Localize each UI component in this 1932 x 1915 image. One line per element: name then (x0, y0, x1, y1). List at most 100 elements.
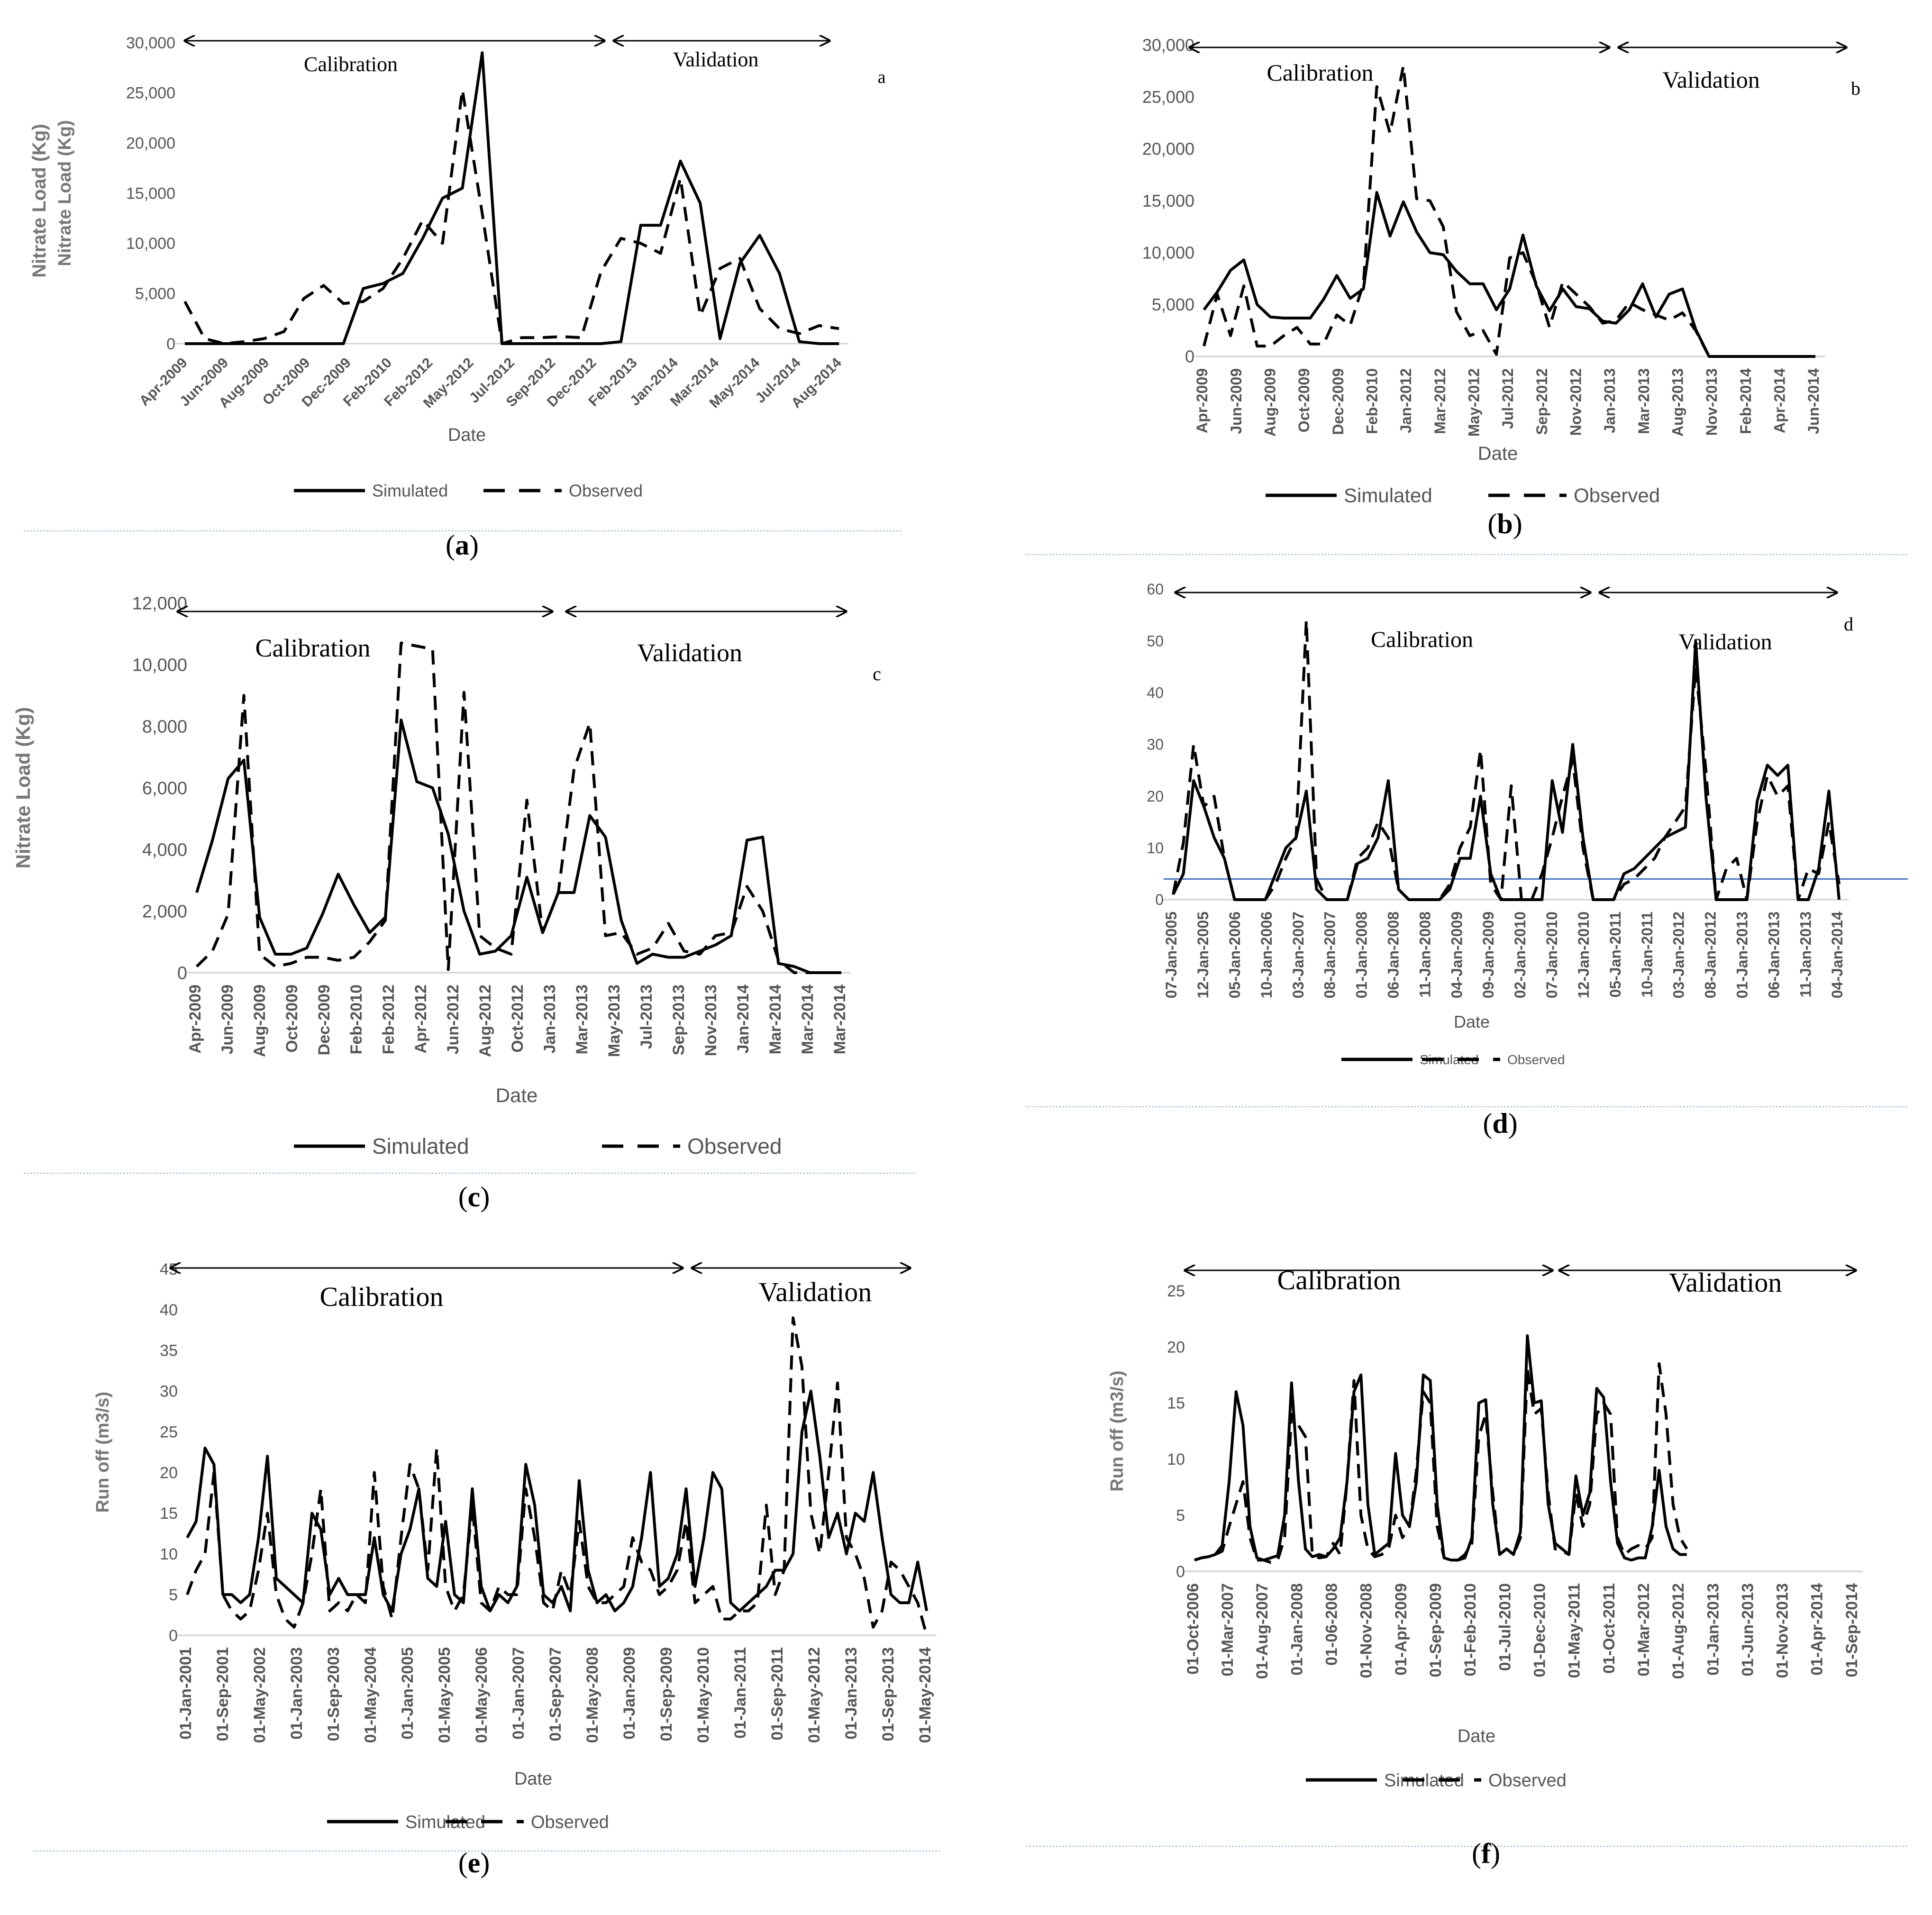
x-tick-label: 01-Sep-2001 (214, 1647, 232, 1741)
y-tick-label: 30,000 (126, 34, 175, 52)
legend-observed-label: Observed (1507, 1052, 1565, 1067)
x-tick-label: 01-Sep-2009 (657, 1647, 675, 1741)
x-tick-label: 01-Apr-2009 (1392, 1583, 1410, 1676)
x-tick-label: 12-Jan-2010 (1575, 912, 1592, 998)
x-tick-label: 01-Sep-2007 (547, 1647, 565, 1741)
observed-series-line (183, 88, 839, 345)
y-tick-label: 5,000 (135, 285, 175, 303)
panel-caption: (c) (458, 1181, 490, 1213)
x-tick-label: 01-Dec-2010 (1531, 1583, 1549, 1677)
y-tick-label: 10 (160, 1545, 178, 1563)
x-tick-label: Jun-2014 (1805, 368, 1822, 434)
x-tick-label: 01-Sep-2013 (879, 1647, 897, 1741)
y-axis-title: Run off (m3/s) (1107, 1370, 1127, 1491)
y-tick-label: 25,000 (1142, 87, 1194, 107)
x-tick-label: 04-Jan-2009 (1448, 912, 1465, 998)
y-tick-label: 25 (1167, 1282, 1185, 1300)
panel-corner-label: c (873, 663, 881, 684)
x-axis-title: Date (514, 1769, 552, 1789)
x-tick-label: 01-Aug-2012 (1669, 1583, 1687, 1679)
validation-label: Validation (1669, 1267, 1782, 1298)
x-tick-label: 05-Jan-2006 (1226, 912, 1243, 998)
x-tick-label: 01-May-2014 (916, 1647, 934, 1743)
x-tick-label: 12-Jan-2005 (1194, 912, 1212, 998)
y-tick-label: 30,000 (1142, 36, 1194, 55)
x-tick-label: Jan-2012 (1397, 368, 1414, 433)
y-tick-label: 15 (1167, 1395, 1185, 1413)
panel-caption: (f) (1472, 1838, 1500, 1869)
x-tick-label: Nov-2013 (702, 985, 720, 1056)
x-tick-label: Jun-2009 (219, 985, 237, 1054)
x-tick-label: 01-Oct-2006 (1184, 1583, 1202, 1675)
x-tick-label: 01-Jan-2001 (177, 1647, 195, 1740)
x-tick-label: Jul-2012 (1499, 368, 1516, 429)
x-tick-label: Jun-2009 (1228, 368, 1245, 434)
x-tick-label: 01-Jan-2009 (620, 1647, 638, 1740)
x-tick-label: 01-Feb-2010 (1461, 1583, 1479, 1677)
x-tick-label: 09-Jan-2009 (1480, 912, 1497, 998)
simulated-series-line (1172, 639, 1841, 901)
x-tick-label: 01-06-2008 (1323, 1583, 1341, 1666)
x-tick-label: 01-Jul-2010 (1496, 1583, 1514, 1671)
x-tick-label: 01-May-2011 (1566, 1583, 1584, 1678)
y-tick-label: 30 (160, 1383, 178, 1401)
validation-label: Validation (759, 1277, 872, 1307)
x-tick-label: 01-Jan-2003 (288, 1647, 306, 1740)
calibration-label: Calibration (1277, 1265, 1401, 1295)
y-tick-label: 30 (1147, 736, 1164, 753)
x-axis-title: Date (1458, 1726, 1495, 1746)
x-tick-label: 05-Jan-2011 (1607, 912, 1624, 997)
y-tick-label: 25,000 (126, 84, 175, 102)
legend-simulated-label: Simulated (372, 1134, 469, 1158)
panel-corner-label: a (878, 67, 886, 87)
x-tick-label: 01-Jan-2008 (1288, 1583, 1306, 1676)
x-tick-label: 11-Jan-2008 (1416, 912, 1433, 997)
y-tick-label: 25 (160, 1423, 178, 1441)
validation-label: Validation (673, 48, 759, 71)
x-tick-label: Oct-2009 (283, 985, 301, 1053)
x-tick-label: 01-May-2002 (251, 1647, 269, 1743)
x-tick-label: 01-Nov-2008 (1358, 1583, 1376, 1678)
x-tick-label: Sep-2012 (1533, 368, 1550, 435)
y-tick-label: 20 (1147, 788, 1164, 805)
observed-series-line (1194, 1362, 1688, 1564)
legend-observed-label: Observed (531, 1812, 609, 1832)
y-tick-label: 10,000 (126, 235, 175, 253)
x-tick-label: Aug-2009 (251, 985, 269, 1057)
y-axis-title: Nitrate Load (Kg) (29, 124, 50, 277)
y-tick-label: 8,000 (142, 717, 187, 737)
legend-observed-label: Observed (1488, 1770, 1567, 1790)
x-tick-label: 01-May-2008 (583, 1647, 601, 1743)
x-tick-label: Nov-2013 (1703, 368, 1720, 436)
x-tick-label: 07-Jan-2010 (1543, 912, 1560, 998)
y-tick-label: 0 (1176, 1563, 1185, 1581)
x-tick-label: 08-Jan-2007 (1321, 912, 1339, 998)
x-tick-label: 01-Aug-2007 (1253, 1583, 1271, 1679)
y-tick-label: 5 (1176, 1507, 1185, 1525)
panel-caption: (b) (1487, 508, 1522, 539)
x-tick-label: Dec-2009 (1330, 368, 1347, 435)
observed-series-line (1172, 619, 1841, 901)
x-tick-label: 01-Jan-2005 (399, 1647, 417, 1740)
validation-label: Validation (637, 638, 742, 667)
x-tick-label: 01-Jan-2013 (842, 1647, 860, 1740)
x-tick-label: 01-Apr-2014 (1808, 1583, 1826, 1676)
chart-panel-b: 0 5,000 10,000 15,000 20,000 25,000 30,000 Apr-… (29, 36, 1908, 555)
x-tick-label: 10-Jan-2006 (1258, 912, 1275, 998)
observed-series-line (186, 1316, 928, 1636)
x-tick-label: Jan-2013 (541, 985, 559, 1054)
calibration-label: Calibration (1371, 627, 1473, 652)
x-tick-label: 01-May-2005 (436, 1647, 454, 1743)
y-tick-label: 20 (1167, 1338, 1185, 1356)
panel-corner-label: d (1844, 613, 1853, 635)
x-tick-label: 01-May-2010 (694, 1647, 712, 1743)
calibration-label: Calibration (255, 634, 371, 662)
y-tick-label: 0 (1155, 891, 1164, 908)
x-tick-label: 01-Jan-2013 (1733, 912, 1750, 998)
y-tick-label: 35 (160, 1342, 178, 1360)
simulated-series-line (195, 719, 841, 974)
x-tick-label: Apr-2009 (186, 985, 204, 1054)
y-tick-label: 20,000 (126, 135, 175, 153)
y-tick-label: 15 (160, 1505, 178, 1523)
